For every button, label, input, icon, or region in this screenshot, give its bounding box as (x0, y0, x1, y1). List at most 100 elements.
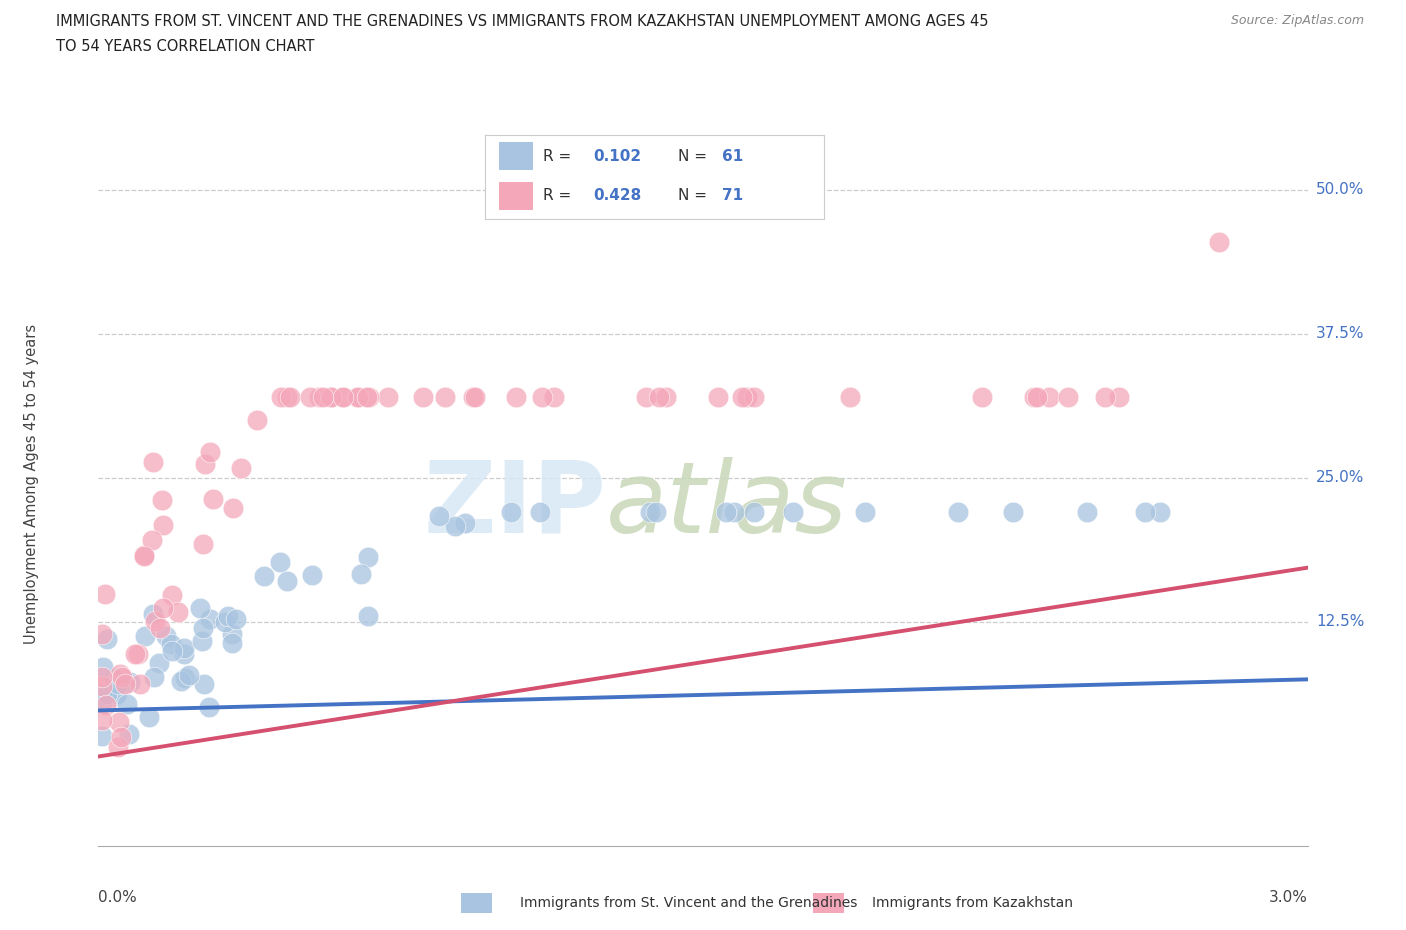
Point (321, 390, 343, 405)
Point (1022, 390, 1045, 405)
Point (454, 515, 477, 530)
Point (221, 626, 243, 641)
Point (173, 646, 195, 661)
Text: 25.0%: 25.0% (1316, 471, 1364, 485)
Point (742, 505, 765, 520)
Text: Immigrants from Kazakhstan: Immigrants from Kazakhstan (872, 896, 1073, 910)
Point (114, 677, 136, 692)
Point (1149, 505, 1171, 520)
Point (946, 505, 969, 520)
Point (1108, 390, 1130, 405)
Text: ZIP: ZIP (423, 457, 606, 554)
Point (1133, 505, 1156, 520)
Point (253, 568, 276, 583)
Point (217, 608, 239, 623)
Point (91, 627, 114, 642)
Text: 37.5%: 37.5% (1316, 326, 1364, 341)
Text: 12.5%: 12.5% (1316, 615, 1364, 630)
Point (160, 588, 183, 603)
Point (173, 640, 195, 655)
Text: 3.0%: 3.0% (1268, 890, 1308, 905)
Point (152, 600, 174, 615)
Point (166, 604, 188, 619)
Point (427, 509, 450, 524)
Point (638, 505, 661, 520)
Point (127, 646, 149, 661)
Point (221, 636, 243, 651)
Point (347, 390, 370, 405)
Point (142, 606, 165, 621)
Point (148, 656, 170, 671)
Point (229, 460, 252, 475)
Point (357, 608, 380, 623)
Text: IMMIGRANTS FROM ST. VINCENT AND THE GRENADINES VS IMMIGRANTS FROM KAZAKHSTAN UNE: IMMIGRANTS FROM ST. VINCENT AND THE GREN… (56, 14, 988, 29)
Point (91, 670, 114, 684)
Point (141, 533, 163, 548)
Point (170, 674, 193, 689)
Point (356, 390, 378, 405)
Point (200, 445, 222, 459)
Point (191, 537, 214, 551)
Point (138, 710, 160, 724)
Point (152, 518, 174, 533)
Point (1208, 234, 1230, 249)
Point (270, 390, 292, 405)
Point (132, 549, 155, 564)
Point (91, 712, 114, 727)
Point (179, 667, 201, 682)
Point (120, 674, 142, 689)
Point (972, 390, 994, 405)
Point (433, 390, 456, 405)
Point (107, 739, 129, 754)
Point (143, 670, 166, 684)
Point (707, 390, 730, 405)
Point (298, 390, 321, 405)
Point (505, 390, 527, 405)
Point (276, 390, 298, 405)
Point (634, 390, 657, 405)
Point (301, 568, 323, 583)
Point (312, 390, 335, 405)
Point (714, 505, 737, 520)
Point (1026, 390, 1049, 405)
Point (308, 390, 330, 405)
Point (105, 686, 128, 701)
Point (222, 500, 245, 515)
Point (188, 601, 211, 616)
Point (152, 493, 174, 508)
Point (128, 677, 150, 692)
Point (91, 660, 114, 675)
Point (91, 695, 114, 710)
Point (654, 390, 676, 405)
Point (1001, 505, 1024, 520)
Point (91, 729, 114, 744)
Point (648, 390, 671, 405)
Text: Immigrants from St. Vincent and the Grenadines: Immigrants from St. Vincent and the Gren… (520, 896, 858, 910)
Point (160, 644, 183, 658)
Point (349, 566, 371, 581)
Point (529, 505, 551, 520)
Point (853, 505, 876, 520)
Point (134, 629, 156, 644)
Point (96, 686, 118, 701)
Point (356, 550, 378, 565)
Point (735, 390, 758, 405)
Point (198, 612, 221, 627)
Point (104, 688, 127, 703)
Point (198, 699, 221, 714)
Point (412, 390, 434, 405)
Point (1094, 390, 1116, 405)
Point (543, 390, 565, 405)
Point (464, 390, 486, 405)
Text: Unemployment Among Ages 45 to 54 years: Unemployment Among Ages 45 to 54 years (24, 324, 39, 644)
Point (118, 726, 141, 741)
Point (149, 620, 172, 635)
Point (143, 613, 166, 628)
Point (246, 413, 269, 428)
Point (1057, 390, 1080, 405)
Point (346, 390, 368, 405)
Point (155, 629, 177, 644)
Point (1076, 505, 1098, 520)
Point (194, 457, 217, 472)
Point (278, 390, 301, 405)
